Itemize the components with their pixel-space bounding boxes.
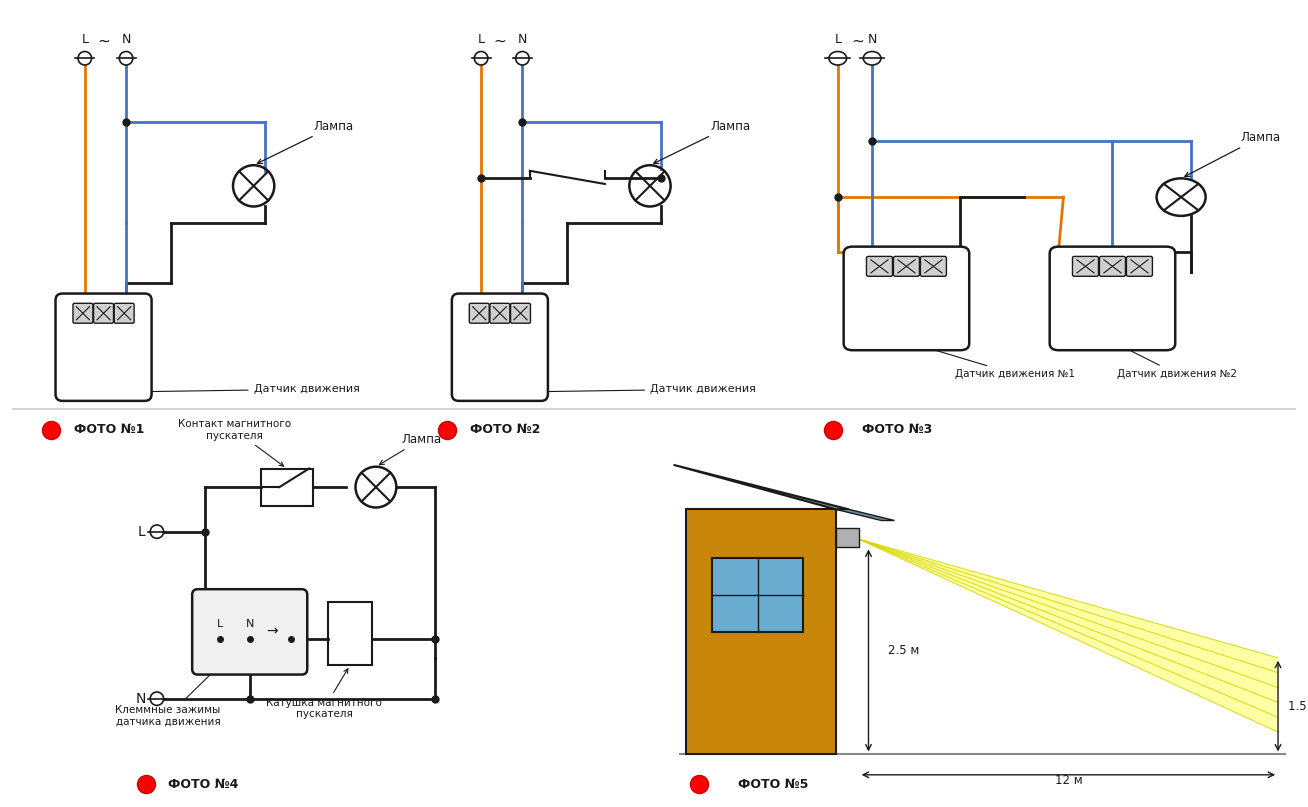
Text: Датчик движения: Датчик движения	[504, 384, 756, 395]
Text: N: N	[122, 33, 131, 46]
FancyBboxPatch shape	[510, 303, 531, 323]
Text: ~: ~	[97, 34, 110, 49]
FancyBboxPatch shape	[844, 247, 969, 350]
FancyBboxPatch shape	[921, 257, 947, 276]
Text: Лампа: Лампа	[654, 119, 751, 164]
FancyBboxPatch shape	[490, 303, 510, 323]
FancyBboxPatch shape	[1073, 257, 1099, 276]
Text: ФОТО №1: ФОТО №1	[73, 423, 144, 437]
Polygon shape	[674, 465, 849, 509]
Text: Датчик движения №1: Датчик движения №1	[910, 342, 1075, 379]
Polygon shape	[687, 509, 836, 755]
Text: ФОТО №4: ФОТО №4	[167, 778, 238, 791]
Text: N: N	[246, 620, 254, 629]
Text: ФОТО №3: ФОТО №3	[862, 423, 933, 437]
FancyBboxPatch shape	[114, 303, 135, 323]
Text: Датчик движения №2: Датчик движения №2	[1116, 344, 1237, 379]
FancyBboxPatch shape	[94, 303, 114, 323]
Text: L: L	[835, 33, 841, 46]
Text: Контакт магнитного
пускателя: Контакт магнитного пускателя	[178, 420, 292, 466]
FancyBboxPatch shape	[1100, 257, 1125, 276]
Text: Датчик движения: Датчик движения	[107, 384, 360, 395]
Bar	[328, 602, 373, 665]
Text: L: L	[477, 33, 485, 46]
Text: Клеммные зажимы
датчика движения: Клеммные зажимы датчика движения	[115, 661, 225, 726]
Text: L: L	[217, 620, 224, 629]
Bar	[713, 558, 803, 632]
FancyBboxPatch shape	[1050, 247, 1176, 350]
Text: N: N	[136, 692, 145, 705]
FancyBboxPatch shape	[866, 257, 892, 276]
Text: N: N	[518, 33, 527, 46]
Text: Лампа: Лампа	[379, 433, 442, 465]
FancyBboxPatch shape	[451, 294, 548, 401]
Bar	[836, 528, 859, 546]
Polygon shape	[859, 539, 1278, 732]
Text: ФОТО №2: ФОТО №2	[470, 423, 540, 437]
Bar	[260, 469, 313, 506]
Text: N: N	[867, 33, 876, 46]
Text: ~: ~	[852, 34, 863, 49]
FancyBboxPatch shape	[55, 294, 152, 401]
Text: L: L	[139, 525, 145, 538]
Text: Лампа: Лампа	[258, 119, 354, 164]
FancyBboxPatch shape	[1126, 257, 1152, 276]
Text: ~: ~	[493, 34, 506, 49]
FancyBboxPatch shape	[470, 303, 489, 323]
Text: 12 м: 12 м	[1054, 774, 1083, 787]
Text: →: →	[266, 625, 277, 638]
Text: 1.5 м: 1.5 м	[1288, 700, 1308, 713]
Text: L: L	[81, 33, 89, 46]
FancyBboxPatch shape	[192, 589, 307, 675]
Text: Катушка магнитного
пускателя: Катушка магнитного пускателя	[266, 669, 382, 719]
FancyBboxPatch shape	[73, 303, 93, 323]
Text: ФОТО №5: ФОТО №5	[739, 778, 808, 791]
Text: 2.5 м: 2.5 м	[888, 644, 920, 657]
Text: Лампа: Лампа	[1185, 131, 1281, 177]
Polygon shape	[836, 509, 895, 521]
FancyBboxPatch shape	[893, 257, 920, 276]
